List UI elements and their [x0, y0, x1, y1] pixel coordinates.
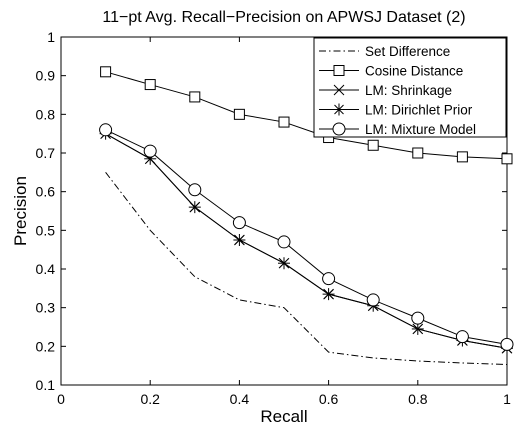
legend-entry: LM: Dirichlet Prior — [319, 103, 473, 118]
data-point-circle — [322, 272, 336, 286]
series-lm-shrinkage — [100, 128, 513, 354]
y-tick-label: 0.9 — [36, 68, 56, 84]
x-tick-label: 0.2 — [140, 391, 160, 407]
legend-entry: LM: Shrinkage — [319, 83, 452, 98]
series-layer — [99, 66, 514, 366]
data-point-square — [412, 147, 424, 159]
chart-title: 11−pt Avg. Recall−Precision on APWSJ Dat… — [102, 9, 465, 26]
data-point-square — [233, 108, 245, 120]
y-tick-label: 0.3 — [36, 300, 56, 316]
data-point-circle — [455, 330, 469, 344]
asterisk-stroke — [412, 324, 423, 334]
series-line — [105, 133, 508, 349]
data-point-square — [501, 153, 513, 165]
asterisk-stroke — [323, 289, 334, 299]
y-tick-label: 0.2 — [36, 338, 56, 354]
plot-area: 0 0.2 0.4 0.6 0.8 1 0.10.20.30.40.50.60.70.80… — [36, 29, 514, 407]
x-tick-label: 0.4 — [230, 391, 250, 407]
data-point-circle — [366, 293, 380, 307]
series-lm-mixture-model — [99, 123, 514, 351]
data-point-circle — [500, 337, 514, 351]
legend-label: LM: Mixture Model — [365, 122, 476, 137]
legend: Set Difference Cosine Distance LM: Shrinka… — [313, 37, 507, 138]
data-point-asterisk — [333, 103, 345, 116]
legend-entry: Set Difference — [319, 44, 450, 59]
series-lm-dirichlet-prior — [99, 127, 513, 355]
y-axis-label: Precision — [11, 176, 30, 246]
legend-label: Cosine Distance — [365, 64, 463, 79]
y-tick-label: 0.6 — [36, 184, 56, 200]
data-point-circle — [277, 235, 291, 249]
series-line — [105, 172, 508, 366]
asterisk-stroke — [234, 235, 245, 245]
y-tick-label: 0.5 — [36, 222, 56, 238]
y-tick-label: 0.4 — [36, 261, 56, 277]
asterisk-stroke — [334, 104, 344, 115]
data-point-asterisk — [322, 288, 335, 301]
data-point-circle — [232, 216, 246, 230]
legend-box — [313, 37, 507, 138]
series-set-difference — [105, 172, 508, 366]
legend-label: LM: Dirichlet Prior — [365, 103, 473, 118]
data-point-asterisk — [233, 234, 246, 246]
data-point-square — [189, 91, 201, 103]
asterisk-stroke — [189, 202, 200, 212]
legend-label: Set Difference — [365, 44, 450, 59]
series-line — [105, 71, 508, 160]
data-point-asterisk — [411, 322, 424, 335]
y-axis: 0.1 0.2 0.3 0.4 0.5 0.6 0.7 0.8 0.9 1 — [36, 29, 507, 393]
y-tick-label: 0.1 — [36, 377, 56, 393]
data-point-square — [456, 151, 468, 163]
x-tick-label: 0.6 — [319, 391, 339, 407]
data-point-asterisk — [278, 257, 290, 270]
data-point-square — [100, 66, 112, 78]
x-tick-label: 0.8 — [408, 391, 428, 407]
plot-frame — [60, 36, 508, 386]
x-axis-label: Recall — [260, 407, 307, 426]
series-line — [105, 129, 508, 345]
data-point-x — [333, 84, 345, 96]
y-tick-label: 0.7 — [36, 145, 56, 161]
data-point-circle — [99, 123, 113, 137]
legend-entry: Cosine Distance — [319, 64, 463, 79]
data-point-circle — [411, 311, 425, 325]
data-point-asterisk — [188, 201, 201, 214]
x-tick-label: 1 — [503, 391, 511, 407]
legend-entry: LM: Mixture Model — [319, 122, 476, 137]
legend-label: LM: Shrinkage — [365, 83, 452, 98]
x-tick-label: 0 — [57, 391, 65, 407]
data-point-square — [367, 139, 379, 151]
data-point-circle — [332, 122, 346, 136]
data-point-circle — [188, 183, 202, 197]
data-point-square — [333, 65, 345, 76]
y-tick-label: 0.8 — [36, 106, 56, 122]
series-cosine-distance — [100, 66, 513, 165]
series-line — [105, 133, 508, 349]
y-tick-label: 1 — [47, 29, 55, 45]
data-point-square — [144, 79, 156, 91]
data-point-circle — [143, 144, 157, 158]
asterisk-stroke — [279, 258, 289, 269]
x-marker-stroke — [333, 84, 345, 96]
data-point-square — [278, 116, 290, 128]
